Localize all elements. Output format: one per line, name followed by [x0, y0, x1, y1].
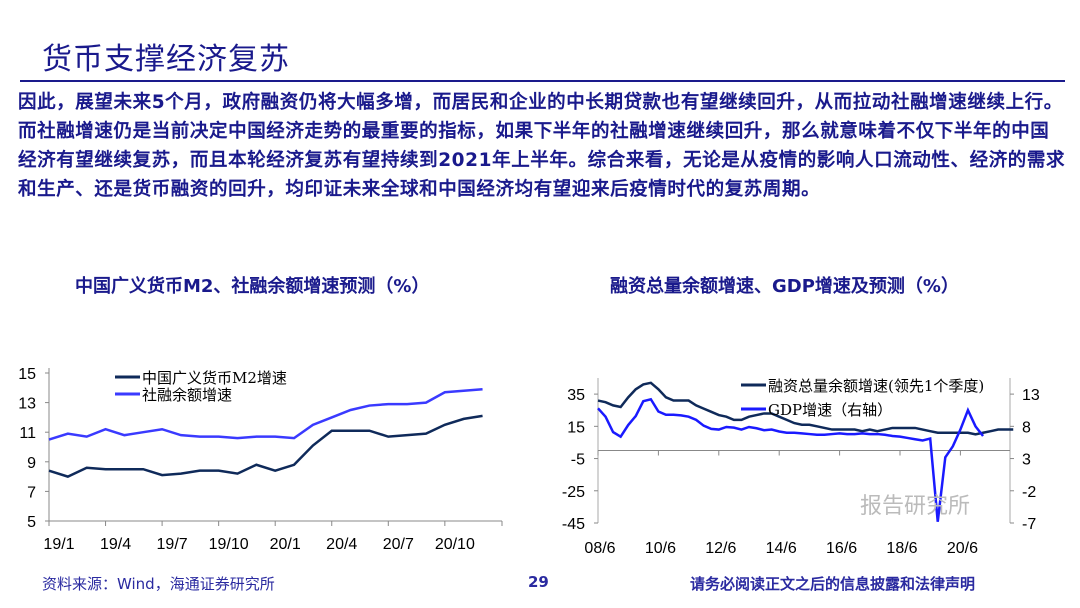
x-tick-label: 20/10 — [435, 536, 475, 553]
legend-label: 融资总量余额增速(领先1个季度) — [768, 377, 984, 395]
disclaimer: 请务必阅读正文之后的信息披露和法律声明 — [690, 575, 976, 593]
page-number: 29 — [528, 573, 549, 591]
chart1-title: 中国广义货币M2、社融余额增速预测（%） — [75, 276, 430, 297]
x-tick-label: 19/10 — [209, 536, 249, 553]
x-tick-label: 18/6 — [886, 540, 917, 557]
y-tick-label: 15 — [567, 419, 585, 436]
x-tick-label: 08/6 — [584, 540, 615, 557]
x-tick-label: 12/6 — [705, 540, 736, 557]
y-tick-label: 9 — [27, 455, 36, 472]
watermark: 报告研究所 — [860, 494, 971, 519]
y2-tick-label: -2 — [1022, 484, 1036, 501]
y-tick-label: -5 — [571, 452, 585, 469]
y2-tick-label: -7 — [1022, 516, 1036, 533]
x-tick-label: 20/4 — [326, 536, 357, 553]
x-tick-label: 16/6 — [826, 540, 857, 557]
y-tick-label: 13 — [18, 396, 36, 413]
y-tick-label: 7 — [27, 484, 36, 501]
y2-tick-label: 13 — [1022, 387, 1040, 404]
legend-label: 社融余额增速 — [142, 386, 232, 404]
source-note: 资料来源：Wind，海通证券研究所 — [42, 575, 275, 593]
series-line-2 — [597, 397, 985, 522]
y-tick-label: 11 — [19, 425, 36, 442]
title-divider — [20, 80, 1065, 82]
series-line-1 — [597, 381, 1014, 436]
y-tick-label: 15 — [18, 366, 36, 383]
x-tick-label: 14/6 — [766, 540, 797, 557]
page-title: 货币支撑经济复苏 — [42, 42, 290, 77]
chart2-title: 融资总量余额增速、GDP增速及预测（%） — [610, 276, 959, 297]
series-line-1 — [48, 414, 483, 478]
series-line-2 — [48, 388, 483, 441]
x-tick-label: 20/1 — [270, 536, 301, 553]
x-tick-label: 20/6 — [947, 540, 978, 557]
y-tick-label: 35 — [567, 387, 585, 404]
y2-tick-label: 3 — [1022, 452, 1031, 469]
body-paragraph: 因此，展望未来5个月，政府融资仍将大幅多增，而居民和企业的中长期贷款也有望继续回… — [18, 92, 1066, 200]
x-tick-label: 20/7 — [383, 536, 414, 553]
x-tick-label: 19/1 — [43, 536, 74, 553]
y-tick-label: 5 — [27, 514, 36, 531]
x-tick-label: 19/4 — [100, 536, 131, 553]
y-tick-label: -25 — [562, 484, 585, 501]
y-tick-label: -45 — [562, 516, 585, 533]
legend-label: 中国广义货币M2增速 — [142, 369, 287, 387]
y2-tick-label: 8 — [1022, 419, 1031, 436]
x-tick-label: 19/7 — [157, 536, 188, 553]
x-tick-label: 10/6 — [645, 540, 676, 557]
legend-label: GDP增速（右轴） — [768, 401, 892, 419]
